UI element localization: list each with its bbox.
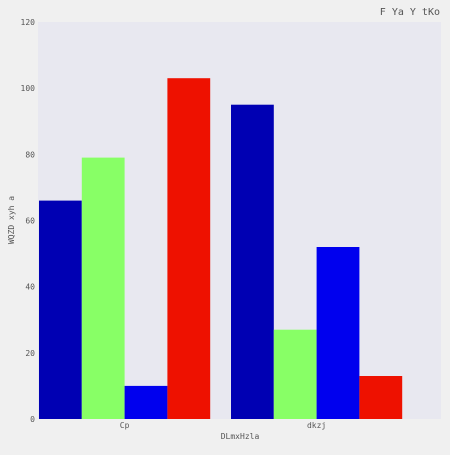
bar-dkzj-series-2 bbox=[273, 329, 317, 419]
bar-cp-series-4 bbox=[167, 78, 211, 419]
x-tick-label: Cp bbox=[120, 421, 130, 430]
bar-cp-series-1 bbox=[39, 200, 82, 419]
y-axis-ticks: 0 20 40 60 80 100 120 bbox=[21, 18, 36, 424]
y-axis-title: WQZD xyh a bbox=[7, 196, 16, 244]
y-tick-label: 20 bbox=[25, 349, 35, 358]
bar-cp-series-3 bbox=[124, 385, 168, 419]
y-tick-label: 40 bbox=[25, 283, 35, 292]
x-axis-title: DLmxHzla bbox=[221, 432, 260, 441]
bar-dkzj-series-1 bbox=[231, 104, 274, 419]
y-tick-label: 100 bbox=[21, 84, 36, 93]
x-axis-ticks: Cp dkzj bbox=[120, 421, 326, 430]
bar-cp-series-2 bbox=[81, 157, 125, 419]
chart-title: F Ya Y tKo bbox=[380, 7, 440, 18]
y-tick-label: 80 bbox=[25, 150, 35, 159]
y-tick-label: 60 bbox=[25, 217, 35, 226]
y-tick-label: 120 bbox=[21, 18, 36, 27]
x-tick-label: dkzj bbox=[307, 421, 326, 430]
bars-group bbox=[39, 78, 403, 419]
bar-dkzj-series-3 bbox=[316, 247, 360, 419]
y-tick-label: 0 bbox=[30, 415, 35, 424]
bar-dkzj-series-4 bbox=[359, 376, 403, 419]
